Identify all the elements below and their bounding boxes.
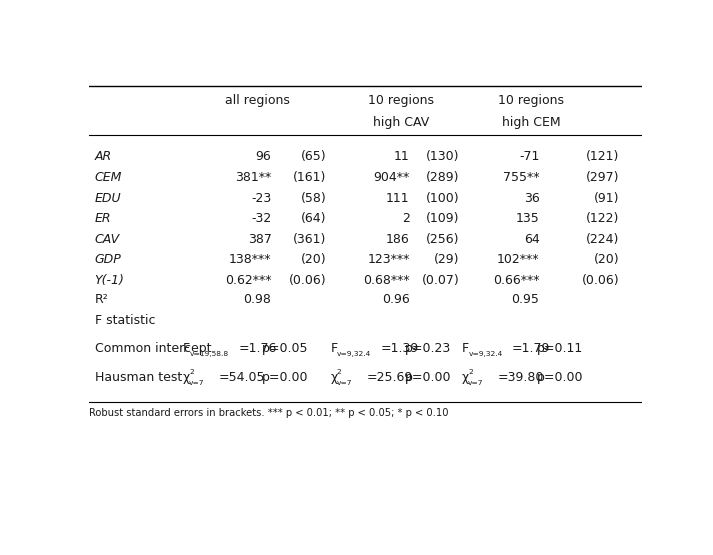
Text: (64): (64) <box>301 212 327 225</box>
Text: v=7: v=7 <box>468 380 483 386</box>
Text: F: F <box>331 342 338 355</box>
Text: Common intercept: Common intercept <box>95 342 211 355</box>
Text: (65): (65) <box>301 150 327 163</box>
Text: 387: 387 <box>247 233 272 246</box>
Text: (109): (109) <box>426 212 459 225</box>
Text: ER: ER <box>95 212 111 225</box>
Text: 2: 2 <box>189 369 194 375</box>
Text: p=0.05: p=0.05 <box>262 342 308 355</box>
Text: 11: 11 <box>394 150 409 163</box>
Text: p=0.00: p=0.00 <box>405 371 452 384</box>
Text: AR: AR <box>95 150 112 163</box>
Text: F: F <box>462 342 469 355</box>
Text: (100): (100) <box>426 191 459 205</box>
Text: v=7: v=7 <box>189 380 205 386</box>
Text: EDU: EDU <box>95 191 121 205</box>
Text: p=0.00: p=0.00 <box>537 371 583 384</box>
Text: F statistic: F statistic <box>95 314 155 327</box>
Text: all regions: all regions <box>225 94 290 107</box>
Text: p=0.00: p=0.00 <box>262 371 308 384</box>
Text: (224): (224) <box>586 233 620 246</box>
Text: -23: -23 <box>251 191 272 205</box>
Text: 2: 2 <box>401 212 409 225</box>
Text: CEM: CEM <box>95 171 122 184</box>
Text: =54.05: =54.05 <box>219 371 265 384</box>
Text: =39.80: =39.80 <box>498 371 545 384</box>
Text: χ: χ <box>462 371 469 384</box>
Text: v=7: v=7 <box>337 380 352 386</box>
Text: 138***: 138*** <box>229 253 272 266</box>
Text: (130): (130) <box>426 150 459 163</box>
Text: Y(-1): Y(-1) <box>95 274 125 287</box>
Text: 755**: 755** <box>503 171 540 184</box>
Text: high CAV: high CAV <box>373 115 429 129</box>
Text: v=9,32.4: v=9,32.4 <box>468 351 503 357</box>
Text: =1.79: =1.79 <box>512 342 550 355</box>
Text: p=0.11: p=0.11 <box>537 342 583 355</box>
Text: 0.98: 0.98 <box>244 294 272 306</box>
Text: 2: 2 <box>468 369 473 375</box>
Text: 123***: 123*** <box>367 253 409 266</box>
Text: =25.69: =25.69 <box>366 371 413 384</box>
Text: (121): (121) <box>586 150 620 163</box>
Text: 64: 64 <box>524 233 540 246</box>
Text: (161): (161) <box>293 171 327 184</box>
Text: GDP: GDP <box>95 253 121 266</box>
Text: 381**: 381** <box>235 171 272 184</box>
Text: 0.68***: 0.68*** <box>363 274 409 287</box>
Text: 0.95: 0.95 <box>512 294 540 306</box>
Text: 0.96: 0.96 <box>382 294 409 306</box>
Text: (58): (58) <box>301 191 327 205</box>
Text: Robust standard errors in brackets. *** p < 0.01; ** p < 0.05; * p < 0.10: Robust standard errors in brackets. *** … <box>89 408 448 418</box>
Text: CAV: CAV <box>95 233 120 246</box>
Text: 0.66***: 0.66*** <box>493 274 540 287</box>
Text: high CEM: high CEM <box>502 115 560 129</box>
Text: χ: χ <box>331 371 338 384</box>
Text: Hausman test: Hausman test <box>95 371 182 384</box>
Text: (0.06): (0.06) <box>582 274 620 287</box>
Text: (0.06): (0.06) <box>289 274 327 287</box>
Text: (289): (289) <box>426 171 459 184</box>
Text: 10 regions: 10 regions <box>369 94 434 107</box>
Text: 36: 36 <box>524 191 540 205</box>
Text: (20): (20) <box>594 253 620 266</box>
Text: =1.76: =1.76 <box>238 342 277 355</box>
Text: (29): (29) <box>434 253 459 266</box>
Text: (20): (20) <box>301 253 327 266</box>
Text: (297): (297) <box>586 171 620 184</box>
Text: v=19,58.8: v=19,58.8 <box>190 351 229 357</box>
Text: R²: R² <box>95 294 108 306</box>
Text: (256): (256) <box>426 233 459 246</box>
Text: (361): (361) <box>293 233 327 246</box>
Text: χ: χ <box>183 371 190 384</box>
Text: 102***: 102*** <box>497 253 540 266</box>
Text: p=0.23: p=0.23 <box>405 342 451 355</box>
Text: 2: 2 <box>337 369 342 375</box>
Text: -71: -71 <box>519 150 540 163</box>
Text: 186: 186 <box>386 233 409 246</box>
Text: 0.62***: 0.62*** <box>225 274 272 287</box>
Text: (0.07): (0.07) <box>421 274 459 287</box>
Text: (91): (91) <box>594 191 620 205</box>
Text: -32: -32 <box>251 212 272 225</box>
Text: 904**: 904** <box>374 171 409 184</box>
Text: 96: 96 <box>256 150 272 163</box>
Text: 10 regions: 10 regions <box>498 94 564 107</box>
Text: F: F <box>183 342 190 355</box>
Text: =1.39: =1.39 <box>380 342 419 355</box>
Text: v=9,32.4: v=9,32.4 <box>337 351 371 357</box>
Text: 111: 111 <box>386 191 409 205</box>
Text: 135: 135 <box>515 212 540 225</box>
Text: (122): (122) <box>586 212 620 225</box>
